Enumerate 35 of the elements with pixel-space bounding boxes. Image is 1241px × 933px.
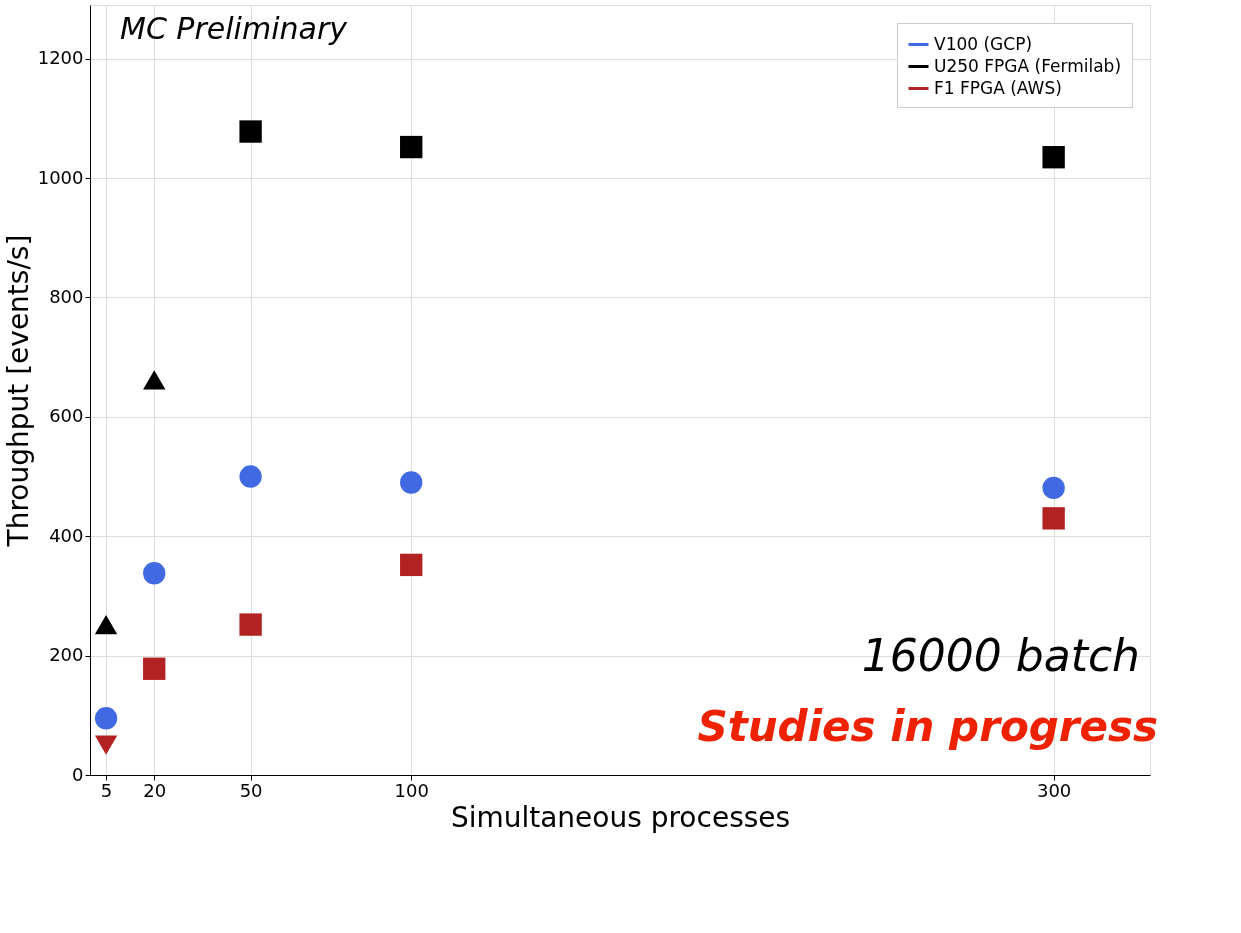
x-axis-title: Simultaneous processes bbox=[450, 800, 791, 834]
x-tick-label: 20 bbox=[143, 779, 167, 801]
point bbox=[239, 613, 262, 636]
point bbox=[94, 707, 118, 730]
x-tick-label: 50 bbox=[239, 779, 263, 801]
point bbox=[400, 553, 423, 577]
point bbox=[239, 465, 262, 488]
point bbox=[143, 370, 166, 390]
point bbox=[400, 471, 423, 494]
point bbox=[400, 135, 423, 159]
y-tick-label: 200 bbox=[49, 644, 84, 666]
point bbox=[1042, 476, 1065, 500]
point bbox=[1042, 507, 1065, 530]
point bbox=[143, 562, 166, 585]
x-tick-label: 300 bbox=[1036, 779, 1072, 801]
annotation: MC Preliminary bbox=[120, 11, 349, 46]
y-tick-label: 1200 bbox=[37, 47, 84, 69]
y-axis-title: Throughput [events/s] bbox=[1, 234, 35, 548]
y-tick-label: 400 bbox=[49, 524, 84, 546]
y-tick-label: 800 bbox=[49, 285, 84, 307]
point bbox=[1042, 146, 1065, 169]
x-tick-label: 5 bbox=[100, 779, 113, 801]
point bbox=[143, 657, 166, 680]
y-tick-label: 0 bbox=[72, 763, 84, 785]
y-tick-label: 600 bbox=[49, 405, 84, 427]
point bbox=[94, 735, 118, 755]
annotation: 16000 batch bbox=[861, 630, 1140, 681]
annotation: Studies in progress bbox=[697, 702, 1158, 751]
point bbox=[239, 120, 262, 143]
y-tick-label: 1000 bbox=[37, 166, 84, 188]
x-tick-label: 100 bbox=[394, 779, 429, 801]
legend-label: F1 FPGA (AWS) bbox=[934, 77, 1062, 98]
point bbox=[94, 614, 118, 635]
legend-label: V100 (GCP) bbox=[934, 33, 1033, 54]
legend-label: U250 FPGA (Fermilab) bbox=[934, 55, 1122, 76]
